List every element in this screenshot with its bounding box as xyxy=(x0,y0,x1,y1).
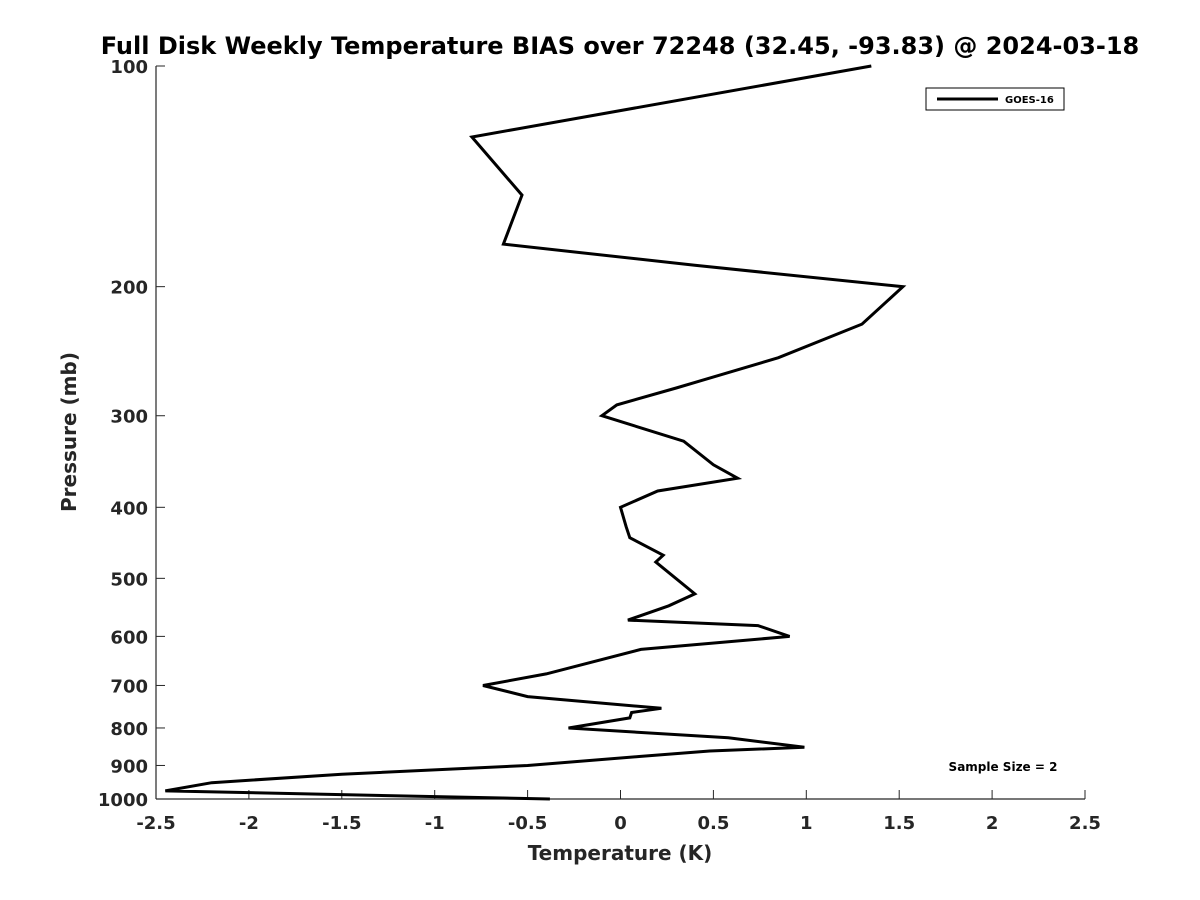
sample-size-annotation: Sample Size = 2 xyxy=(949,760,1058,774)
x-tick-label: -1.5 xyxy=(322,813,361,834)
legend: GOES-16 xyxy=(925,87,1065,111)
legend-label-goes-16: GOES-16 xyxy=(1005,95,1054,106)
x-tick-label: 1.5 xyxy=(883,813,915,834)
y-tick-label: 600 xyxy=(110,627,148,648)
y-tick-label: 800 xyxy=(110,719,148,740)
y-tick-label: 200 xyxy=(110,278,148,299)
y-tick-label: 1000 xyxy=(98,790,148,811)
x-tick-label: 0 xyxy=(614,813,627,834)
x-tick-label: 2 xyxy=(986,813,999,834)
chart-title: Full Disk Weekly Temperature BIAS over 7… xyxy=(101,32,1140,60)
plot-area xyxy=(165,64,907,801)
x-tick-label: -2.5 xyxy=(136,813,175,834)
y-tick-label: 300 xyxy=(110,407,148,428)
y-tick-label: 700 xyxy=(110,676,148,697)
x-tick-label: -1 xyxy=(425,813,445,834)
axes: -2.5 -2 -1.5 -1 -0.5 0 0.5 1 1.5 2 2.5 100 200 300 400… xyxy=(98,57,1101,834)
x-tick-label: -0.5 xyxy=(508,813,547,834)
series-line-goes-16 xyxy=(165,64,907,801)
x-tick-label: 2.5 xyxy=(1069,813,1101,834)
x-tick-label: 0.5 xyxy=(697,813,729,834)
y-tick-label: 400 xyxy=(110,498,148,519)
x-axis-label: Temperature (K) xyxy=(528,841,713,865)
x-tick-label: -2 xyxy=(239,813,259,834)
y-tick-label: 100 xyxy=(110,57,148,78)
y-tick-label: 900 xyxy=(110,756,148,777)
y-tick-label: 500 xyxy=(110,569,148,590)
y-axis-label: Pressure (mb) xyxy=(57,352,81,512)
x-tick-label: 1 xyxy=(800,813,813,834)
